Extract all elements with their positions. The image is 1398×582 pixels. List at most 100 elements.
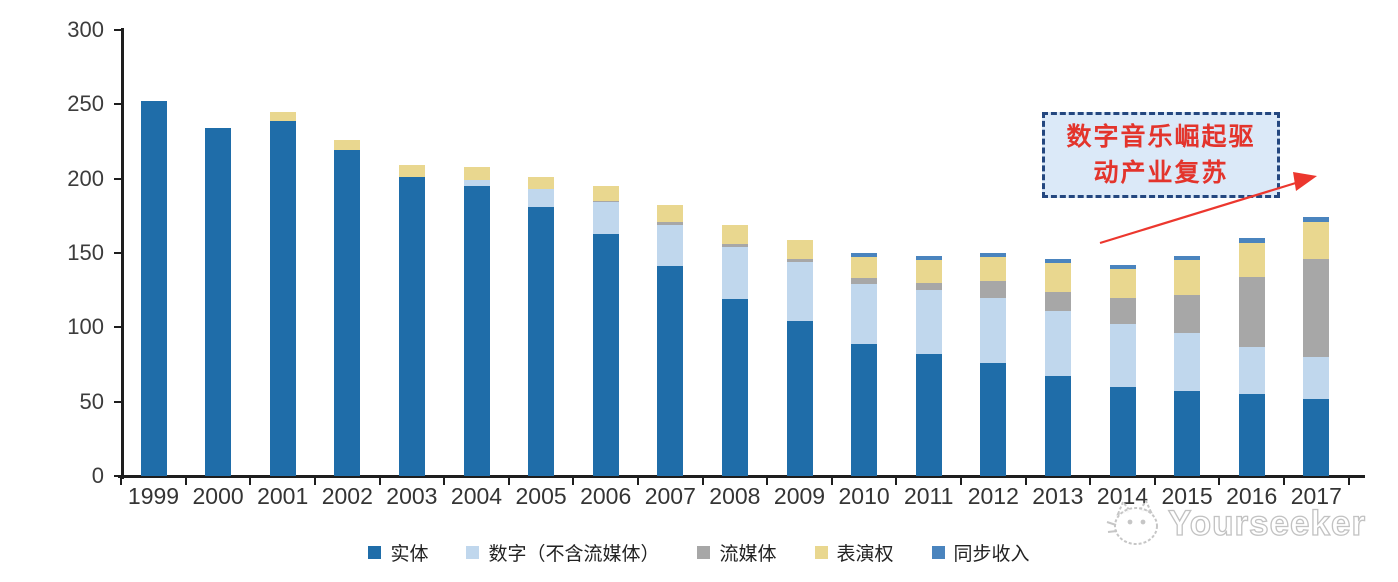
bar-segment — [980, 281, 1007, 298]
bar-segment — [592, 186, 619, 201]
bar-segment — [851, 343, 878, 476]
bar-segment — [269, 111, 296, 121]
x-tick-mark — [1218, 478, 1221, 485]
x-axis-tick-label: 2013 — [1032, 483, 1084, 509]
y-tick-mark — [114, 400, 124, 403]
y-axis-tick-label: 150 — [67, 240, 104, 265]
y-tick-mark — [114, 475, 124, 477]
bar-2011 — [915, 256, 942, 476]
legend-item: 实体 — [368, 539, 428, 566]
x-tick-mark — [120, 478, 123, 485]
bar-segment — [1174, 391, 1201, 476]
bar-segment — [851, 278, 878, 285]
bar-segment — [851, 253, 878, 258]
x-tick-mark — [378, 478, 381, 485]
bar-segment — [334, 140, 361, 151]
bar-segment — [721, 299, 748, 476]
x-axis-tick-label: 2005 — [515, 483, 567, 509]
x-tick-mark — [1347, 478, 1350, 485]
bar-segment — [851, 257, 878, 279]
bar-segment — [1109, 324, 1136, 387]
bar-segment — [1303, 258, 1330, 358]
bar-segment — [1174, 260, 1201, 295]
x-tick-mark — [443, 478, 446, 485]
bar-2014 — [1109, 264, 1136, 476]
bar-segment — [1044, 291, 1071, 311]
legend-item: 数字（不含流媒体） — [466, 539, 659, 566]
bar-2000 — [205, 128, 232, 476]
bar-2003 — [398, 165, 425, 476]
bar-segment — [980, 253, 1007, 258]
bar-segment — [721, 244, 748, 248]
bar-segment — [1174, 294, 1201, 334]
bar-segment — [463, 180, 490, 187]
legend-item: 流媒体 — [697, 539, 777, 566]
x-axis-tick-label: 2017 — [1290, 483, 1342, 509]
x-tick-mark — [184, 478, 187, 485]
bar-2016 — [1238, 238, 1265, 476]
bar-segment — [528, 206, 555, 476]
bar-segment — [205, 128, 232, 476]
bar-segment — [786, 239, 813, 259]
cat-icon — [1106, 500, 1158, 545]
x-axis-tick-label: 2004 — [450, 483, 503, 509]
bar-segment — [1109, 264, 1136, 270]
x-tick-mark — [830, 478, 833, 485]
annotation-line1: 数字音乐崛起驱 — [1066, 123, 1256, 151]
bar-segment — [1303, 217, 1330, 222]
x-tick-mark — [249, 478, 252, 485]
legend-swatch — [931, 546, 945, 559]
bar-segment — [140, 101, 167, 476]
x-tick-mark — [314, 478, 316, 485]
annotation-callout: 数字音乐崛起驱 动产业复苏 — [1042, 112, 1280, 198]
bar-segment — [1044, 376, 1071, 476]
x-axis-tick-label: 2003 — [386, 483, 438, 509]
legend-swatch — [466, 546, 480, 559]
legend-label: 数字（不含流媒体） — [488, 544, 660, 565]
bar-2002 — [334, 140, 361, 476]
bar-segment — [721, 224, 748, 245]
bar-segment — [915, 256, 942, 261]
bar-segment — [463, 166, 490, 181]
bar-segment — [1303, 221, 1330, 259]
legend: 实体 数字（不含流媒体） 流媒体 表演权 同步收入 — [0, 539, 1398, 566]
x-tick-mark — [1283, 478, 1285, 485]
x-tick-mark — [637, 478, 639, 485]
bar-2001 — [269, 111, 296, 476]
legend-swatch — [697, 546, 711, 559]
x-tick-mark — [1024, 478, 1027, 485]
bar-segment — [1109, 297, 1136, 325]
bar-segment — [980, 257, 1007, 282]
bar-segment — [657, 224, 684, 267]
x-axis-tick-label: 2001 — [257, 483, 309, 509]
bar-segment — [657, 205, 684, 222]
bar-segment — [721, 247, 748, 300]
bar-segment — [1109, 386, 1136, 476]
watermark-text: Yourseeker — [1167, 503, 1367, 543]
bar-segment — [1238, 276, 1265, 347]
bar-segment — [980, 363, 1007, 476]
x-axis-tick-label: 2016 — [1226, 483, 1278, 509]
bar-2009 — [786, 239, 813, 476]
bar-segment — [1238, 242, 1265, 277]
bar-segment — [786, 321, 813, 476]
bar-segment — [1044, 263, 1071, 292]
x-tick-mark — [1089, 478, 1092, 485]
bar-segment — [592, 202, 619, 234]
bar-2008 — [721, 224, 748, 476]
y-tick-mark — [114, 326, 124, 329]
x-axis-tick-label: 2007 — [644, 483, 696, 509]
y-tick-mark — [114, 177, 124, 180]
bar-segment — [1303, 398, 1330, 476]
bar-segment — [1238, 346, 1265, 395]
bar-segment — [528, 189, 555, 207]
bar-segment — [851, 284, 878, 344]
bar-segment — [915, 260, 942, 283]
bar-2005 — [528, 177, 555, 476]
bar-2010 — [851, 253, 878, 476]
bar-2004 — [463, 166, 490, 476]
x-tick-mark — [507, 478, 510, 485]
y-axis-tick-label: 300 — [67, 17, 104, 42]
bar-segment — [1174, 333, 1201, 392]
legend-label: 表演权 — [836, 544, 894, 565]
